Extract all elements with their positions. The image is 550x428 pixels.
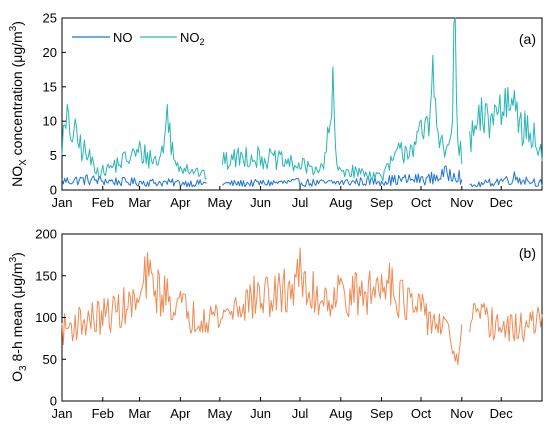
x-tick-label: Nov <box>450 195 474 210</box>
y-tick-label: 0 <box>50 394 57 409</box>
x-tick-label: Mar <box>128 406 151 421</box>
x-tick-label: Jan <box>52 195 73 210</box>
x-tick-label: Sep <box>370 406 393 421</box>
x-tick-label: Nov <box>450 406 474 421</box>
x-tick-label: Apr <box>170 406 191 421</box>
series-line-o3 <box>61 247 543 366</box>
x-tick-label: Dec <box>490 195 514 210</box>
x-tick-label: Dec <box>490 406 514 421</box>
x-tick-label: Feb <box>92 195 114 210</box>
y-tick-label: 50 <box>43 352 57 367</box>
x-tick-label: Apr <box>170 195 191 210</box>
panel-a-label: (a) <box>519 31 536 47</box>
y-tick-label: 200 <box>35 227 57 242</box>
panel-a-x-axis: Jan Feb Mar Apr May Jun Jul Aug Sep Oct Nov Dec <box>52 186 514 210</box>
x-tick-label: Feb <box>92 406 114 421</box>
panel-b-label: (b) <box>519 245 536 261</box>
x-tick-label: Jan <box>52 406 73 421</box>
y-tick-label: 5 <box>50 148 57 163</box>
panel-b-y-axis: 0 50 100 150 200 <box>35 227 66 409</box>
x-tick-label: Jul <box>292 195 309 210</box>
x-tick-label: May <box>208 195 233 210</box>
x-tick-label: May <box>208 406 233 421</box>
y-tick-label: 15 <box>43 79 57 94</box>
x-tick-label: Jun <box>250 406 271 421</box>
x-tick-label: Oct <box>411 406 432 421</box>
y-tick-label: 100 <box>35 310 57 325</box>
y-tick-label: 0 <box>50 183 57 198</box>
panel-b-plot-frame <box>61 233 543 402</box>
y-tick-label: 20 <box>43 45 57 60</box>
y-tick-label: 10 <box>43 114 57 129</box>
panel-b-x-axis: Jan Feb Mar Apr May Jun Jul Aug Sep Oct Nov Dec <box>52 397 514 421</box>
panel-a-plot-frame <box>61 17 543 191</box>
x-tick-label: Oct <box>411 195 432 210</box>
series-line-no <box>61 165 543 188</box>
legend-no2-label: NO2 <box>180 30 205 47</box>
x-tick-label: Aug <box>329 406 352 421</box>
panel-a-legend: NO NO2 <box>72 30 205 47</box>
y-tick-label: 150 <box>35 268 57 283</box>
panel-a-nox-concentration: Jan Feb Mar Apr May Jun Jul Aug Sep Oct Nov Dec 0 5 1… <box>8 11 543 210</box>
series-line-no2 <box>61 17 543 182</box>
panel-a-y-axis-title: NOX concentration (μg/m3) <box>8 21 29 187</box>
x-tick-label: Jun <box>250 195 271 210</box>
x-tick-label: Sep <box>370 195 393 210</box>
y-tick-label: 25 <box>43 11 57 26</box>
x-tick-label: Aug <box>329 195 352 210</box>
legend-no-label: NO <box>113 30 133 45</box>
panel-b-o3-8h-mean: Jan Feb Mar Apr May Jun Jul Aug Sep Oct Nov Dec 0 50… <box>8 227 543 421</box>
panel-a-y-axis: 0 5 10 15 20 25 <box>43 11 66 198</box>
panel-b-series-group <box>61 247 543 366</box>
x-tick-label: Jul <box>292 406 309 421</box>
x-tick-label: Mar <box>128 195 151 210</box>
panel-a-series-group <box>61 17 543 188</box>
panel-b-y-axis-title: O3 8-h mean (μg/m3) <box>8 252 29 382</box>
